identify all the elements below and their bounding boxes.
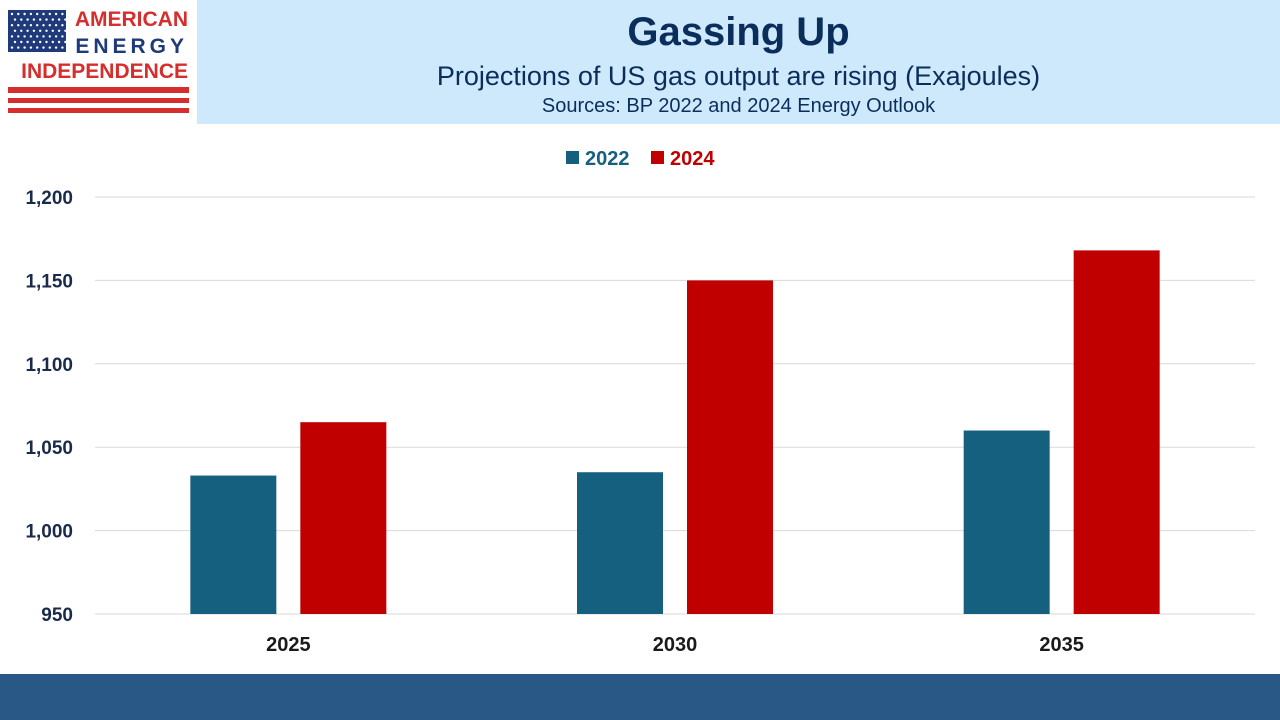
flag-star [42, 46, 45, 49]
flag-stripe [8, 98, 189, 103]
y-tick-label: 1,100 [25, 355, 73, 376]
flag-star [10, 35, 14, 38]
logo-text-independence: INDEPENDENCE [21, 60, 188, 83]
flag-star [10, 46, 14, 49]
flag-star [23, 12, 26, 16]
flag-star [13, 29, 17, 32]
flag-star [36, 46, 39, 49]
x-tick-label: 2025 [266, 634, 311, 656]
bar-2022-2025 [190, 475, 277, 614]
header-panel: Gassing Up Projections of US gas output … [197, 0, 1280, 124]
y-tick-label: 1,000 [25, 522, 73, 543]
bar-2024-2025 [300, 422, 387, 614]
flag-star [36, 12, 39, 16]
logo-text-american: AMERICAN [75, 8, 188, 31]
flag-star [39, 18, 42, 21]
y-tick-label: 1,150 [25, 271, 73, 292]
flag-star [36, 35, 39, 38]
legend-label-2022: 2022 [585, 148, 630, 170]
flag-star [29, 46, 33, 49]
legend-label-2024: 2024 [670, 148, 715, 170]
flag-star [48, 24, 51, 27]
flag-star [17, 12, 20, 16]
flag-star [32, 40, 36, 44]
flag-star [20, 29, 23, 32]
flag-star [51, 40, 54, 44]
flag-star [36, 24, 39, 27]
flag-star [13, 40, 17, 44]
flag-star [64, 29, 67, 32]
flag-star [45, 29, 48, 32]
logo-text-energy: ENERGY [75, 35, 188, 58]
flag-star [26, 29, 29, 32]
flag-star [64, 40, 67, 44]
bar-2024-2030 [687, 280, 773, 614]
flag-star [61, 46, 64, 49]
flag-star [54, 12, 58, 16]
flag-star [10, 12, 14, 16]
flag-star [23, 35, 26, 38]
flag-star [29, 12, 33, 16]
flag-star [45, 40, 48, 44]
y-tick-label: 1,050 [25, 438, 73, 459]
flag-star [20, 40, 23, 44]
y-tick-label: 950 [41, 605, 73, 626]
flag-star [17, 35, 20, 38]
flag-star [26, 18, 29, 21]
flag-star [23, 24, 26, 27]
logo-graphic: AMERICAN ENERGY INDEPENDENCE [8, 8, 189, 113]
flag-star [61, 12, 64, 16]
flag-stars [10, 12, 67, 49]
flag-star [42, 12, 45, 16]
legend-swatch-2024 [651, 151, 664, 164]
flag-star [61, 35, 64, 38]
flag-star [48, 35, 51, 38]
flag-star [32, 29, 36, 32]
legend-swatch-2022 [566, 151, 579, 164]
x-tick-label: 2035 [1039, 634, 1084, 656]
flag-star [17, 24, 20, 27]
chart-title: Gassing Up [627, 10, 850, 54]
flag-star [20, 18, 23, 21]
chart-source: Sources: BP 2022 and 2024 Energy Outlook [541, 95, 936, 117]
flag-star [61, 24, 64, 27]
flag-star [51, 18, 54, 21]
flag-star [26, 40, 29, 44]
flag-star [64, 18, 67, 21]
flag-stripe [8, 87, 189, 93]
brand-logo: AMERICAN ENERGY INDEPENDENCE [0, 0, 197, 124]
chart-subtitle: Projections of US gas output are rising … [436, 61, 1041, 91]
flag-star [54, 35, 58, 38]
x-tick-label: 2030 [653, 634, 698, 656]
flag-star [29, 35, 33, 38]
flag-star [45, 18, 48, 21]
flag-star [57, 40, 61, 44]
flag-star [17, 46, 20, 49]
footer-bar [0, 674, 1280, 720]
flag-star [32, 18, 36, 21]
flag-star [42, 24, 45, 27]
flag-stripe [8, 108, 189, 113]
flag-star [48, 12, 51, 16]
flag-star [39, 29, 42, 32]
bar-chart: 950 1,000 1,050 1,100 1,150 1,200 2025 2030 2035… [25, 148, 1255, 656]
flag-star [54, 46, 58, 49]
flag-star [42, 35, 45, 38]
flag-star [51, 29, 54, 32]
flag-star [39, 40, 42, 44]
bar-2024-2035 [1073, 250, 1160, 614]
y-tick-label: 1,200 [25, 188, 73, 209]
flag-star [57, 18, 61, 21]
flag-star [13, 18, 17, 21]
bar-2022-2035 [963, 430, 1050, 614]
flag-canton [8, 10, 66, 52]
flag-star [29, 24, 33, 27]
flag-star [23, 46, 26, 49]
flag-star [10, 24, 14, 27]
flag-star [48, 46, 51, 49]
flag-star [57, 29, 61, 32]
bar-2022-2030 [577, 472, 663, 614]
flag-star [54, 24, 58, 27]
